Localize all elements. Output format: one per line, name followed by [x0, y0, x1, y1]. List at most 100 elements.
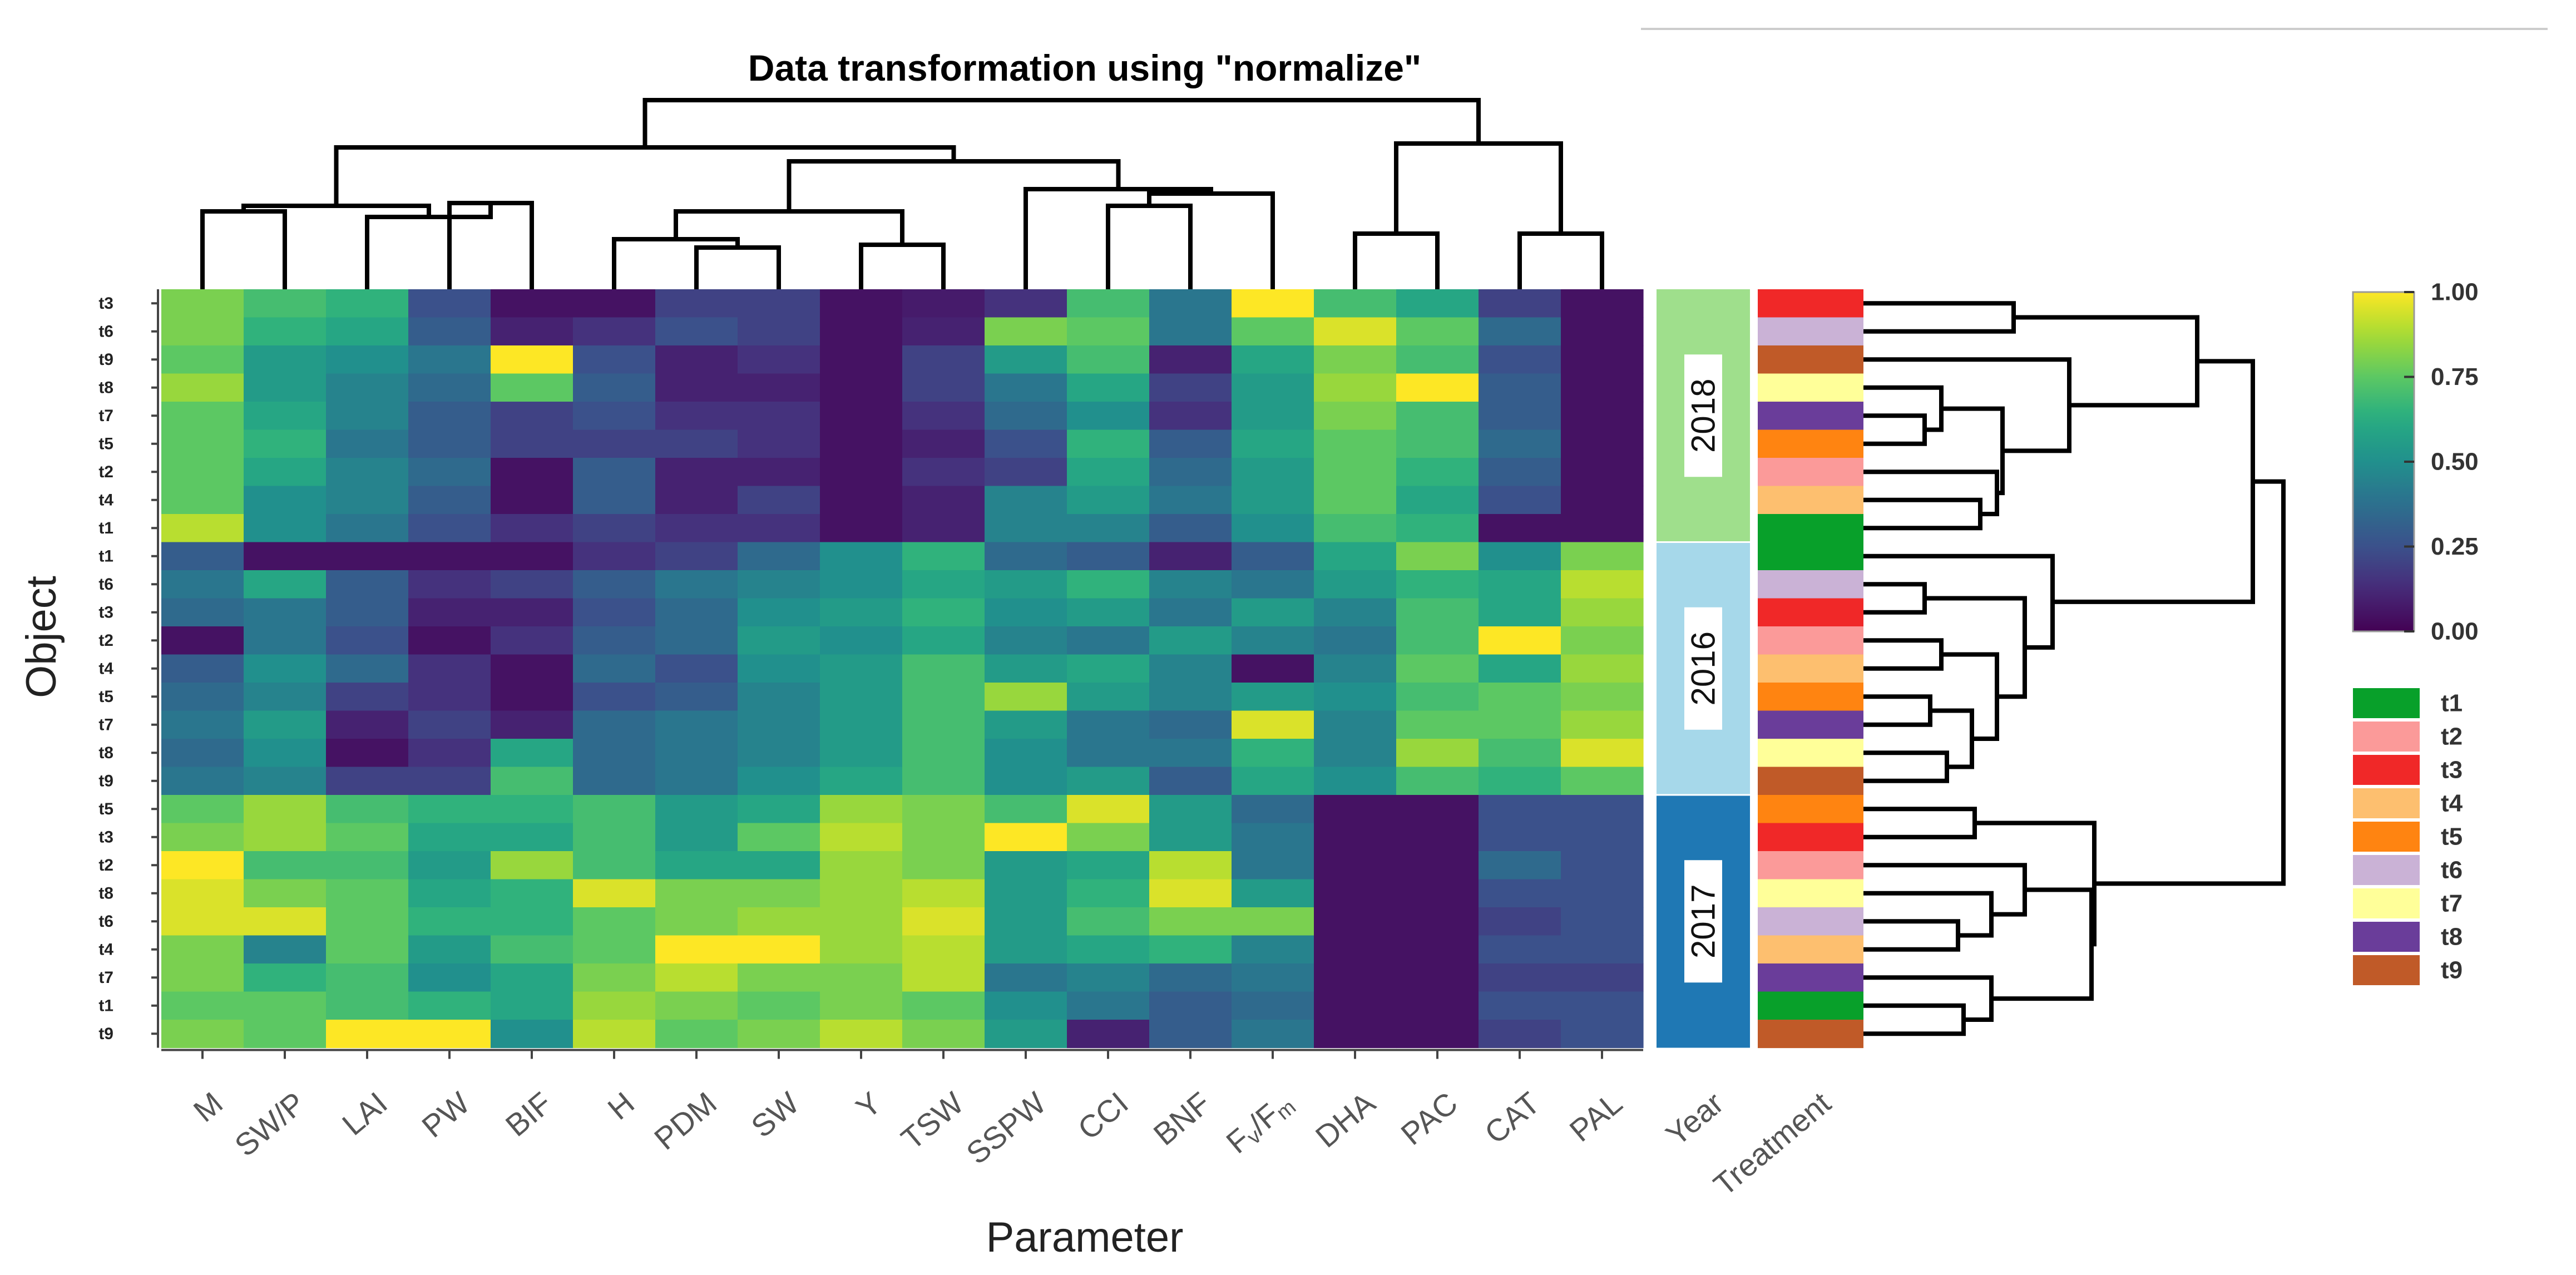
heat-cell: [408, 907, 491, 936]
heat-cell: [1314, 767, 1397, 795]
heat-cell: [244, 991, 327, 1020]
heat-cell: [326, 598, 409, 627]
heat-cell: [655, 907, 738, 936]
treatment-cell: [1758, 486, 1863, 515]
heat-cell: [1232, 317, 1314, 346]
heat-cell: [1479, 289, 1561, 318]
heat-cell: [1396, 598, 1479, 627]
y-tick-label: t7: [98, 968, 113, 987]
heat-cell: [738, 429, 820, 458]
heat-cell: [244, 317, 327, 346]
heatmap-cells: [161, 289, 1644, 1049]
heat-cell: [244, 795, 327, 824]
heat-cell: [408, 542, 491, 571]
treatment-cell: [1758, 991, 1863, 1020]
heat-cell: [1561, 486, 1644, 515]
heat-cell: [1067, 963, 1150, 992]
heat-cell: [1561, 907, 1644, 936]
heat-cell: [820, 795, 903, 824]
heat-cell: [1396, 345, 1479, 374]
heat-cell: [161, 963, 244, 992]
heat-cell: [985, 458, 1067, 487]
heat-cell: [573, 963, 656, 992]
heat-cell: [408, 851, 491, 880]
heat-cell: [1067, 486, 1150, 515]
heat-cell: [1396, 429, 1479, 458]
heat-cell: [1396, 542, 1479, 571]
heat-cell: [244, 458, 327, 487]
heat-cell: [1479, 683, 1561, 711]
heat-cell: [1149, 654, 1232, 683]
heat-cell: [1396, 991, 1479, 1020]
heat-cell: [326, 626, 409, 655]
y-tick-label: t1: [98, 519, 113, 537]
heat-cell: [1314, 514, 1397, 543]
heat-cell: [1314, 654, 1397, 683]
heat-cell: [573, 710, 656, 739]
heat-cell: [985, 429, 1067, 458]
treatment-cell: [1758, 935, 1863, 964]
heat-cell: [491, 570, 573, 599]
heat-cell: [326, 907, 409, 936]
heat-cell: [161, 317, 244, 346]
heat-cell: [161, 1020, 244, 1049]
heat-cell: [244, 767, 327, 795]
heat-cell: [1067, 683, 1150, 711]
heat-cell: [161, 598, 244, 627]
heat-cell: [820, 963, 903, 992]
heat-cell: [655, 710, 738, 739]
heat-cell: [985, 935, 1067, 964]
heat-cell: [1479, 963, 1561, 992]
legend-swatch: [2353, 755, 2420, 785]
heat-cell: [161, 654, 244, 683]
heat-cell: [1232, 991, 1314, 1020]
heat-cell: [1067, 879, 1150, 908]
legend-swatch: [2353, 922, 2420, 952]
heat-cell: [244, 402, 327, 431]
treatment-cell: [1758, 1020, 1863, 1049]
x-tick-label: PAL: [1563, 1085, 1629, 1149]
heat-cell: [1232, 654, 1314, 683]
heat-cell: [244, 429, 327, 458]
heat-cell: [1232, 739, 1314, 768]
heat-cell: [738, 851, 820, 880]
heat-cell: [1561, 570, 1644, 599]
heat-cell: [573, 654, 656, 683]
heat-cell: [1314, 710, 1397, 739]
colorbar-tick-label: 0.25: [2431, 533, 2479, 560]
heat-cell: [161, 626, 244, 655]
heat-cell: [491, 710, 573, 739]
heat-cell: [244, 879, 327, 908]
y-tick-label: t7: [98, 715, 113, 734]
heat-cell: [408, 626, 491, 655]
heat-cell: [985, 991, 1067, 1020]
heat-cell: [326, 486, 409, 515]
heat-cell: [902, 851, 985, 880]
heat-cell: [738, 1020, 820, 1049]
treatment-cell: [1758, 317, 1863, 346]
heat-cell: [985, 570, 1067, 599]
heat-cell: [326, 654, 409, 683]
heat-cell: [820, 486, 903, 515]
heat-cell: [1314, 542, 1397, 571]
heat-cell: [1479, 654, 1561, 683]
heat-cell: [244, 935, 327, 964]
heat-cell: [738, 710, 820, 739]
legend-swatch: [2353, 688, 2420, 718]
legend-label: t9: [2441, 957, 2463, 984]
heat-cell: [408, 402, 491, 431]
x-axis-label: Parameter: [986, 1214, 1184, 1261]
colorbar-tick-label: 1.00: [2431, 279, 2479, 306]
heat-cell: [491, 626, 573, 655]
heat-cell: [408, 289, 491, 318]
heat-cell: [1232, 879, 1314, 908]
heat-cell: [655, 429, 738, 458]
heat-cell: [820, 317, 903, 346]
legend-swatch: [2353, 855, 2420, 885]
heat-cell: [1232, 402, 1314, 431]
heat-cell: [820, 767, 903, 795]
y-tick-label: t2: [98, 463, 113, 481]
heat-cell: [902, 879, 985, 908]
heat-cell: [820, 458, 903, 487]
heat-cell: [573, 739, 656, 768]
